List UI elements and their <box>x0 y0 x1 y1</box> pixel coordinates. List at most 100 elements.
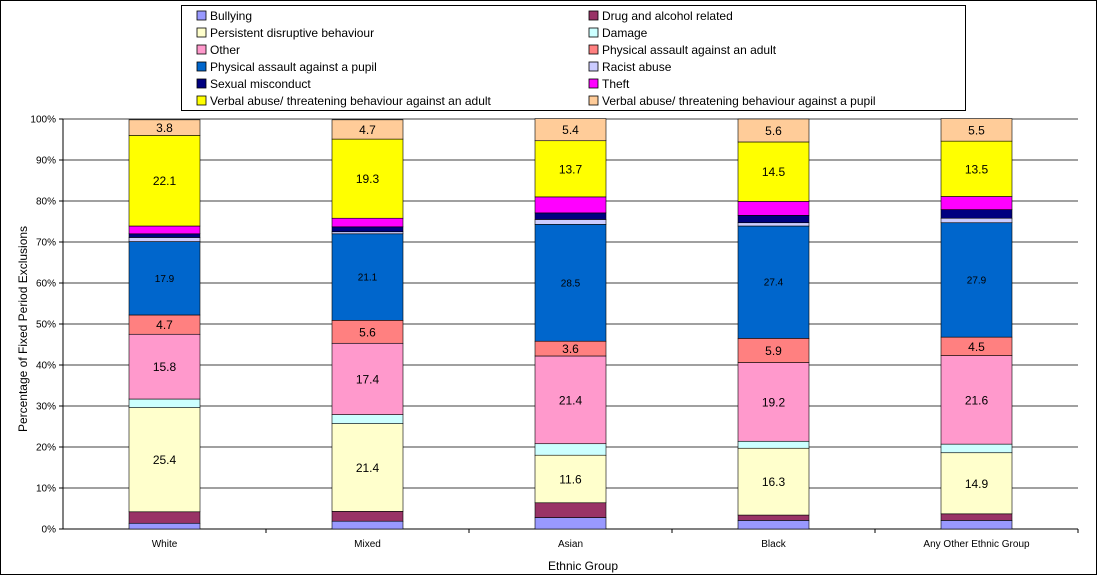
legend-swatch-theft <box>588 78 599 89</box>
bar-segment-damage <box>737 440 810 449</box>
bar-segment-theft <box>534 196 607 214</box>
legend-swatch-racist-abuse <box>588 61 599 72</box>
legend-swatch-other <box>196 44 207 55</box>
bar-segment-other <box>940 355 1013 445</box>
x-tick-label: Black <box>761 539 786 550</box>
data-label: 25.4 <box>153 453 177 467</box>
legend-label-racist-abuse: Racist abuse <box>602 60 672 74</box>
legend-label-persistent-disruptive-behaviour: Persistent disruptive behaviour <box>210 26 374 40</box>
x-tick-label: Any Other Ethnic Group <box>923 539 1030 550</box>
legend-swatch-damage <box>588 27 599 38</box>
bar-segment-physical-assault-against-a-pupil <box>940 222 1013 338</box>
bar-segment-racist-abuse <box>534 219 607 225</box>
y-tick-label: 40% <box>36 361 56 372</box>
bar-segment-theft <box>737 201 810 216</box>
bar-segment-other <box>128 333 201 400</box>
bar-segment-verbal-abuse-threatening-behaviour-against-a-pupil <box>737 118 810 143</box>
bar-segment-bullying <box>737 520 810 530</box>
bar-segment-physical-assault-against-a-pupil <box>331 233 404 321</box>
legend-swatch-verbal-abuse-threatening-behaviour-against-a-pupil <box>588 95 599 106</box>
legend-label-physical-assault-against-an-adult: Physical assault against an adult <box>602 43 777 57</box>
y-axis-label: Percentage of Fixed Period Exclusions <box>16 226 30 432</box>
bar-segment-theft <box>331 217 404 228</box>
x-tick-label: Mixed <box>354 539 381 550</box>
bar-segment-bullying <box>534 517 607 530</box>
y-tick-label: 90% <box>36 156 56 167</box>
plot-area: 0% 10% 20% 30% 40% 50% 60% 70% 80% 90% 100% 25.4 15.… <box>30 115 1079 550</box>
y-tick-label: 80% <box>36 197 56 208</box>
bar-segment-other <box>534 355 607 445</box>
legend-swatch-sexual-misconduct <box>196 78 207 89</box>
legend-label-physical-assault-against-a-pupil: Physical assault against a pupil <box>210 60 377 74</box>
legend-swatch-physical-assault-against-a-pupil <box>196 61 207 72</box>
y-tick-label: 100% <box>30 115 56 126</box>
y-tick-label: 70% <box>36 238 56 249</box>
y-tick-label: 20% <box>36 443 56 454</box>
legend-box <box>181 5 966 111</box>
bar-segment-sexual-misconduct <box>940 209 1013 219</box>
data-label: 5.6 <box>359 325 376 339</box>
data-label: 16.3 <box>762 475 786 489</box>
data-label: 14.5 <box>762 165 786 179</box>
data-label: 13.5 <box>965 162 989 176</box>
bar-segment-persistent-disruptive-behaviour <box>534 454 607 504</box>
bar-segment-theft <box>128 225 201 235</box>
data-label: 3.8 <box>156 121 173 135</box>
y-tick-label: 50% <box>36 320 56 331</box>
bar-segment-bullying <box>128 522 201 530</box>
data-label: 21.1 <box>358 273 378 284</box>
bar-segment-verbal-abuse-threatening-behaviour-against-a-pupil <box>940 118 1013 142</box>
legend-label-other: Other <box>210 43 240 57</box>
x-tick-label: Asian <box>558 539 583 550</box>
bar-segment-verbal-abuse-threatening-behaviour-against-an-adult <box>128 135 201 227</box>
bar-segment-sexual-misconduct <box>128 233 201 238</box>
bar-segment-sexual-misconduct <box>331 226 404 233</box>
legend-swatch-physical-assault-against-an-adult <box>588 44 599 55</box>
bar-segment-physical-assault-against-a-pupil <box>737 225 810 339</box>
bar-segment-physical-assault-against-a-pupil <box>128 241 201 316</box>
bar-segment-damage <box>128 398 201 408</box>
bar-segment-drug-and-alcohol-related <box>940 513 1013 521</box>
data-label: 13.7 <box>559 162 583 176</box>
bar-segment-drug-and-alcohol-related <box>128 511 201 524</box>
bar-segment-damage <box>940 443 1013 454</box>
bar-segment-verbal-abuse-threatening-behaviour-against-a-pupil <box>534 118 607 142</box>
bar-segment-theft <box>940 196 1013 210</box>
data-label: 22.1 <box>153 174 177 188</box>
legend-label-damage: Damage <box>602 26 648 40</box>
y-tick-label: 30% <box>36 402 56 413</box>
bar-segment-verbal-abuse-threatening-behaviour-against-a-pupil <box>331 119 404 140</box>
legend-swatch-verbal-abuse-threatening-behaviour-against-an-adult <box>196 95 207 106</box>
x-tick-label: White <box>152 539 178 550</box>
bar-segment-physical-assault-against-a-pupil <box>534 224 607 342</box>
legend-label-sexual-misconduct: Sexual misconduct <box>210 77 311 91</box>
data-label: 3.6 <box>562 342 579 356</box>
bar-segment-verbal-abuse-threatening-behaviour-against-a-pupil <box>128 119 201 136</box>
data-label: 5.6 <box>765 124 782 138</box>
data-label: 21.6 <box>965 393 989 407</box>
bar-segment-damage <box>331 414 404 424</box>
bar-segment-bullying <box>331 520 404 530</box>
bar-segment-sexual-misconduct <box>534 212 607 220</box>
legend-label-theft: Theft <box>602 77 630 91</box>
data-label: 11.6 <box>559 472 582 486</box>
data-label: 15.8 <box>153 360 177 374</box>
bar-segment-persistent-disruptive-behaviour <box>940 452 1013 515</box>
data-label: 14.9 <box>965 477 989 491</box>
y-tick-label: 10% <box>36 484 56 495</box>
data-label: 5.4 <box>562 123 579 137</box>
data-label: 27.4 <box>764 278 784 289</box>
legend: Bullying Drug and alcohol related Persiste… <box>181 5 966 111</box>
data-label: 28.5 <box>561 278 581 289</box>
bar-segment-persistent-disruptive-behaviour <box>737 447 810 516</box>
bar-segment-racist-abuse <box>940 217 1013 224</box>
bar-segment-other <box>331 342 404 415</box>
bar-segment-verbal-abuse-threatening-behaviour-against-an-adult <box>940 140 1013 197</box>
data-label: 19.2 <box>762 395 786 409</box>
bar-segment-persistent-disruptive-behaviour <box>331 423 404 512</box>
data-label: 4.5 <box>968 340 985 354</box>
legend-label-bullying: Bullying <box>210 9 252 23</box>
bar-segment-drug-and-alcohol-related <box>737 514 810 521</box>
legend-swatch-bullying <box>196 10 207 21</box>
